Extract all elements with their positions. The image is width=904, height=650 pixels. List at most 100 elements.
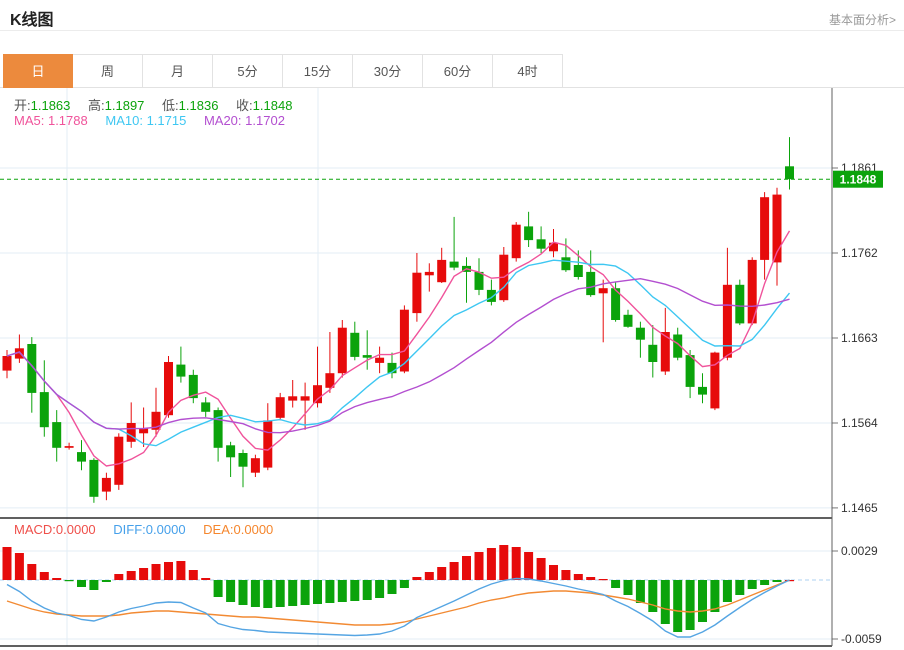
tab-period-7[interactable]: 4时	[493, 54, 563, 88]
price-axis-label: 1.1564	[841, 416, 878, 430]
macd-bar	[101, 580, 111, 582]
macd-bar	[573, 574, 583, 580]
macd-bar	[549, 565, 558, 580]
macd-bar	[673, 580, 683, 632]
candle-body	[573, 265, 583, 277]
low-label: 低:	[162, 98, 179, 113]
candle-body	[611, 288, 621, 320]
candle-body	[710, 352, 720, 409]
macd-bar	[486, 548, 496, 580]
candle-body	[14, 348, 24, 359]
candle-body	[747, 259, 757, 324]
price-axis-label: 1.1663	[841, 331, 878, 345]
macd-bar	[288, 580, 298, 606]
tab-period-3[interactable]: 5分	[213, 54, 283, 88]
macd-bar	[238, 580, 248, 605]
ma10-label: MA10:	[105, 113, 143, 128]
macd-bar	[499, 545, 509, 580]
macd-bar	[735, 580, 745, 595]
candle-body	[486, 289, 496, 302]
page-title: K线图	[10, 12, 54, 29]
macd-bar	[462, 556, 471, 580]
ma5-value: 1.1788	[47, 113, 88, 128]
candle-body	[139, 428, 149, 434]
macd-bar	[325, 580, 335, 603]
macd-bar	[375, 580, 385, 598]
candle-body	[27, 344, 37, 393]
macd-bar	[611, 580, 621, 588]
macd-bar	[399, 580, 409, 588]
open-label: 开:	[14, 98, 31, 113]
candle-body	[449, 261, 459, 268]
macd-bar	[648, 580, 658, 612]
candle-body	[623, 314, 633, 327]
ma20-label: MA20:	[203, 113, 242, 128]
candle-body	[238, 453, 248, 467]
candle-body	[114, 436, 124, 485]
diff-label: DIFF:	[113, 522, 146, 537]
candle-body	[437, 259, 447, 283]
macd-bar	[511, 547, 521, 580]
macd-bar	[698, 580, 707, 622]
macd-bar	[139, 568, 149, 580]
macd-bar	[313, 580, 322, 604]
candle-body	[785, 166, 794, 180]
macd-bar	[226, 580, 236, 602]
dea-line	[6, 579, 790, 626]
candle-body	[660, 332, 670, 372]
fundamental-analysis-link[interactable]: 基本面分析>	[828, 13, 896, 27]
diff-value: 0.0000	[145, 522, 186, 537]
macd-bar	[449, 562, 459, 580]
close-label: 收:	[236, 98, 253, 113]
macd-bar	[660, 580, 670, 624]
close-value: 1.1848	[252, 98, 293, 113]
macd-bar	[524, 552, 534, 580]
tab-period-2[interactable]: 月	[143, 54, 213, 88]
candle-body	[673, 334, 683, 358]
candle-body	[52, 422, 62, 448]
candle-body	[511, 224, 521, 259]
ma-legend: MA5: 1.1788 MA10: 1.1715 MA20: 1.1702	[14, 113, 299, 128]
candle-body	[561, 257, 571, 271]
candle-body	[275, 397, 285, 418]
macd-bar	[164, 562, 173, 580]
macd-bar	[685, 580, 695, 630]
candle-body	[598, 288, 608, 294]
macd-label: MACD:	[14, 522, 56, 537]
candle-body	[760, 197, 770, 260]
candle-body	[39, 392, 49, 428]
candle-body	[350, 332, 360, 357]
macd-bar	[263, 580, 273, 608]
macd-bar	[412, 577, 422, 580]
candle-body	[77, 452, 86, 462]
macd-bar	[176, 561, 186, 580]
tab-period-4[interactable]: 15分	[283, 54, 353, 88]
tab-period-0[interactable]: 日	[3, 54, 73, 88]
open-value: 1.1863	[30, 98, 71, 113]
candle-body	[151, 411, 161, 430]
candle-body	[399, 309, 409, 372]
candle-body	[213, 410, 223, 448]
tab-period-5[interactable]: 30分	[353, 54, 423, 88]
candle-body	[375, 357, 385, 363]
candle-body	[226, 445, 236, 458]
macd-bar	[39, 572, 49, 580]
tab-period-1[interactable]: 周	[73, 54, 143, 88]
macd-bar	[250, 580, 260, 607]
macd-bar	[89, 580, 99, 590]
tab-period-6[interactable]: 60分	[423, 54, 493, 88]
dea-value: 0.0000	[233, 522, 274, 537]
macd-bar	[635, 580, 645, 603]
ma5-label: MA5:	[14, 113, 45, 128]
macd-bar	[27, 564, 37, 580]
candle-body	[772, 194, 782, 263]
candle-body	[387, 362, 397, 374]
ma20-line	[6, 277, 790, 434]
candle-body	[164, 362, 173, 416]
candle-body	[648, 344, 658, 362]
candle-body	[635, 327, 645, 340]
ma5-line	[6, 230, 791, 467]
candle-body	[685, 355, 695, 387]
